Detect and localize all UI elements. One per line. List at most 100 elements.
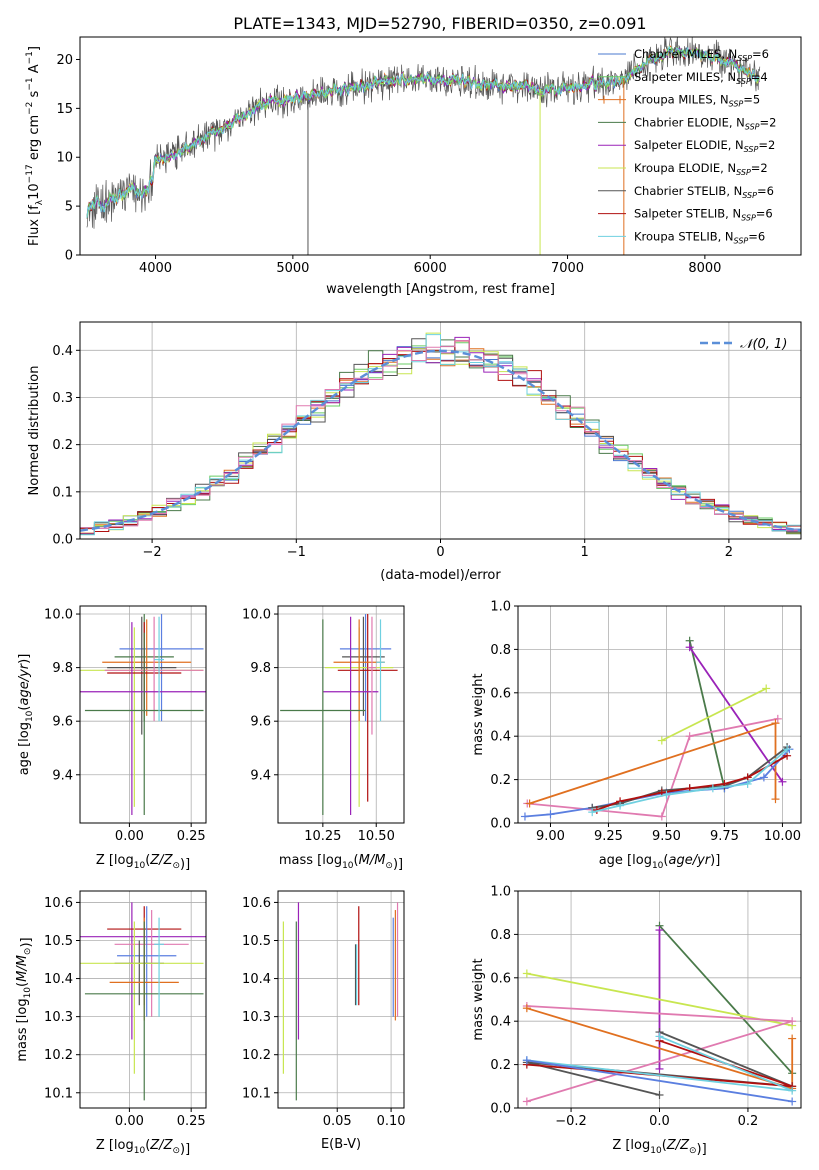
point-marker [525, 799, 534, 808]
point-marker [546, 810, 555, 819]
axes-residuals: −2 −1 0 1 2 0.0 0.1 0.2 0.3 0.4 (data-model)/error… [27, 321, 802, 583]
y-tick-label: 0.3 [52, 391, 73, 406]
axes-frame [517, 605, 802, 824]
data-point [367, 616, 377, 735]
y-tick-label: 10.2 [242, 1048, 271, 1063]
point-marker [655, 1064, 664, 1073]
point-marker [655, 1032, 664, 1041]
series-group [685, 636, 729, 793]
x-tick-label: 10.00 [764, 829, 801, 844]
legend-label: Chabrier MILES, NSSP=6 [634, 47, 769, 63]
legend: Chabrier MILES, NSSP=6 Salpeter MILES, NS… [598, 47, 776, 245]
point-marker [522, 1056, 531, 1065]
panel-z_age: 0.00 0.25 9.4 9.6 9.8 10.0 Z [log10(Z/Z⊙)] age … [17, 605, 207, 872]
axes-frame [79, 36, 802, 256]
plot-area-mass_age [280, 614, 398, 815]
point-marker [762, 684, 771, 693]
y-axis-label: mass weight [471, 958, 486, 1040]
series-line [526, 1059, 793, 1103]
x-tick-label: 0.0 [649, 1114, 670, 1129]
x-tick-label: 7000 [551, 261, 584, 276]
y-tick-label: 10.1 [242, 1086, 271, 1101]
x-tick-label: 0 [436, 545, 444, 560]
x-tick-label: 9.75 [710, 829, 739, 844]
y-tick-label: 0.2 [52, 438, 73, 453]
y-tick-label: 0.4 [490, 1015, 511, 1030]
y-tick-label: 9.6 [52, 715, 73, 730]
legend-label: 𝒩(0, 1) [740, 337, 787, 352]
x-tick-label: 0.25 [177, 829, 206, 844]
legend-label: Salpeter STELIB, NSSP=6 [634, 207, 773, 223]
series-line-chabrier_stelib [86, 37, 761, 229]
plot-area-z_age [80, 614, 206, 815]
point-marker [522, 969, 531, 978]
x-axis-label: Z [log10(Z/Z⊙)] [96, 1138, 190, 1157]
x-tick-label: −0.2 [555, 1114, 587, 1129]
axes-frame [79, 890, 207, 1109]
series-line-kroupa_stelib [86, 46, 760, 218]
legend-label: Chabrier ELODIE, NSSP=2 [634, 115, 776, 131]
y-tick-label: 0.0 [52, 533, 73, 548]
x-tick-label: 0.00 [115, 1114, 144, 1129]
point-marker [616, 801, 625, 810]
x-tick-label: 9.00 [536, 829, 565, 844]
series-line [658, 925, 793, 1074]
data-point [322, 616, 379, 815]
point-marker [655, 926, 664, 935]
series-line-salpeter_miles [86, 46, 760, 219]
panel-spectrum: 4000 5000 6000 7000 8000 0 5 10 15 20 wavelength [… [25, 36, 802, 297]
histogram-pink [80, 340, 801, 531]
x-tick-label: 9.50 [652, 829, 681, 844]
y-tick-label: 9.6 [250, 715, 271, 730]
legend-item: Salpeter MILES, NSSP=4 [598, 70, 768, 86]
series-line [688, 640, 726, 789]
x-tick-label: −2 [143, 545, 162, 560]
point-marker [788, 1097, 797, 1106]
data-point [107, 616, 177, 735]
point-marker [522, 1004, 531, 1013]
y-tick-label: 0.8 [490, 643, 511, 658]
panel-z_mass: 0.00 0.25 10.1 10.2 10.3 10.4 10.5 10.6 Z [log10… [15, 890, 207, 1157]
y-tick-label: 9.8 [52, 661, 73, 676]
legend-item: Salpeter STELIB, NSSP=6 [598, 207, 773, 223]
data-point [376, 619, 385, 722]
y-tick-label: 1.0 [490, 885, 511, 900]
plot-area-z_mass [80, 902, 206, 1101]
legend-label: Salpeter MILES, NSSP=4 [634, 70, 768, 86]
y-tick-label: 0 [65, 249, 73, 264]
point-marker [773, 714, 782, 723]
y-tick-label: 10.4 [242, 972, 271, 987]
axes-age_weight: 9.00 9.25 9.50 9.75 10.00 0.0 0.2 0.4 0.6 0.8 1.0 a… [471, 600, 802, 871]
legend-item: Kroupa ELODIE, NSSP=2 [598, 161, 768, 177]
x-tick-label: 0.25 [177, 1114, 206, 1129]
legend-item: Chabrier MILES, NSSP=6 [598, 47, 769, 63]
x-tick-label: 0.05 [323, 1114, 352, 1129]
legend-item: Salpeter ELODIE, NSSP=2 [598, 138, 775, 154]
legend-label: Chabrier STELIB, NSSP=6 [634, 184, 774, 200]
point-marker [685, 643, 694, 652]
y-tick-label: 10.1 [44, 1086, 73, 1101]
x-tick-label: 0.2 [738, 1114, 759, 1129]
point-marker [778, 777, 787, 786]
y-tick-label: 10.3 [44, 1010, 73, 1025]
series-line [688, 646, 784, 783]
plot-area-spectrum [86, 37, 761, 255]
point-marker [743, 779, 752, 788]
x-tick-label: 9.25 [594, 829, 623, 844]
legend-label: Kroupa MILES, NSSP=5 [634, 93, 760, 109]
y-tick-label: 0.0 [490, 1102, 511, 1117]
x-tick-label: 10.25 [304, 829, 341, 844]
x-axis-label: wavelength [Angstrom, rest frame] [326, 282, 555, 297]
y-axis-label: mass weight [471, 673, 486, 755]
y-tick-label: 0.4 [490, 730, 511, 745]
panel-ebv_mass: 0.05 0.10 10.1 10.2 10.3 10.4 10.5 10.6 E(B-V) [242, 890, 406, 1152]
point-marker [685, 732, 694, 741]
x-axis-label: Z [log10(Z/Z⊙)] [612, 1138, 706, 1157]
data-point [117, 906, 177, 1017]
series-line [592, 746, 788, 809]
axes-z_mass: 0.00 0.25 10.1 10.2 10.3 10.4 10.5 10.6 Z [log10… [15, 890, 207, 1157]
axes-frame [79, 605, 207, 824]
plot-area-age_weight [520, 636, 794, 821]
point-marker [759, 773, 768, 782]
